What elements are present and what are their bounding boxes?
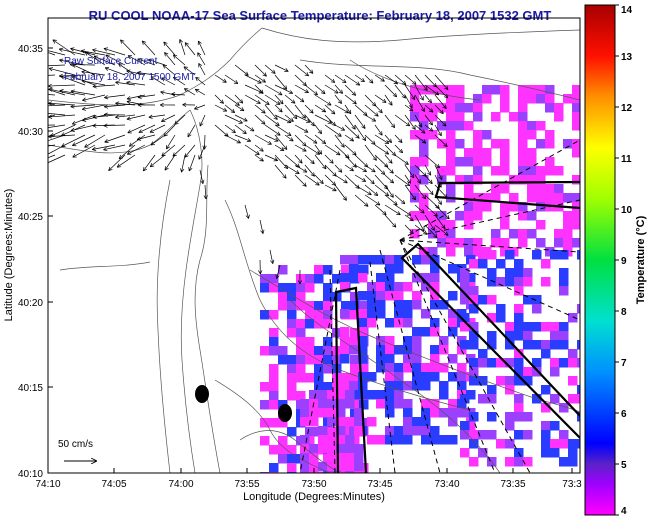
sampling-boxes xyxy=(334,180,580,473)
buoy-marker-2 xyxy=(278,404,292,422)
colorbar-tick-labels: 14 13 12 11 10 9 8 7 6 5 4 xyxy=(615,4,633,517)
colorbar-tick: 6 xyxy=(621,409,627,420)
radial-dashed-lines xyxy=(299,139,580,473)
y-tick-labels: 40:35 40:30 40:25 40:20 40:15 40:10 xyxy=(18,44,53,480)
y-tick-label: 40:15 xyxy=(18,383,43,394)
colorbar-tick: 9 xyxy=(621,256,627,267)
colorbar-tick: 8 xyxy=(621,307,627,318)
y-tick-label: 40:30 xyxy=(18,127,43,138)
x-tick-label: 73:55 xyxy=(234,479,259,490)
map-title: RU COOL NOAA-17 Sea Surface Temperature:… xyxy=(88,8,552,23)
x-tick-label: 73:3 xyxy=(562,479,582,490)
colorbar-tick: 10 xyxy=(621,205,633,216)
x-tick-label: 74:10 xyxy=(35,479,60,490)
colorbar-label: Temperature (°C) xyxy=(635,215,647,304)
legend-line-1: Raw Surface Current xyxy=(64,56,158,67)
x-tick-label: 74:00 xyxy=(168,479,193,490)
x-tick-label: 73:40 xyxy=(434,479,459,490)
colorbar-tick: 5 xyxy=(621,460,627,471)
colorbar xyxy=(584,4,616,516)
colorbar-tick: 7 xyxy=(621,358,627,369)
colorbar-tick: 12 xyxy=(621,103,633,114)
y-tick-label: 40:20 xyxy=(18,298,43,309)
y-tick-label: 40:25 xyxy=(18,212,43,223)
colorbar-tick: 11 xyxy=(621,154,632,165)
x-tick-label: 73:50 xyxy=(301,479,326,490)
colorbar-tick: 14 xyxy=(621,5,633,16)
x-tick-label: 73:45 xyxy=(367,479,392,490)
x-tick-label: 73:35 xyxy=(500,479,525,490)
surface-current-vectors xyxy=(48,39,450,285)
sst-pixels xyxy=(260,85,580,473)
buoy-marker-1 xyxy=(195,385,209,403)
y-axis-label: Latitude (Degrees:Minutes) xyxy=(3,189,15,322)
y-tick-label: 40:10 xyxy=(18,469,43,480)
scale-label: 50 cm/s xyxy=(58,439,93,450)
legend-line-2: February 18, 2007 1500 GMT xyxy=(64,72,196,83)
x-tick-label: 74:05 xyxy=(101,479,126,490)
colorbar-tick: 13 xyxy=(621,52,633,63)
x-axis-label: Longitude (Degrees:Minutes) xyxy=(243,491,385,503)
x-tick-labels: 74:10 74:05 74:00 73:55 73:50 73:45 73:40 73:35… xyxy=(35,468,582,490)
coastline-contours xyxy=(48,27,580,473)
colorbar-tick: 4 xyxy=(621,506,627,517)
y-tick-label: 40:35 xyxy=(18,44,43,55)
